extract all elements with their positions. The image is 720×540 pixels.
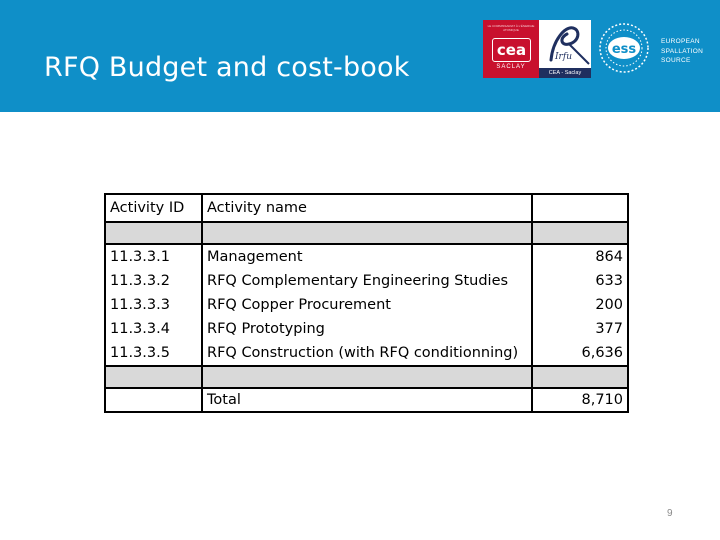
activity-id-cell: 11.3.3.5	[104, 341, 203, 367]
ess-word: SOURCE	[661, 57, 691, 64]
activity-id-cell: 11.3.3.1	[104, 243, 203, 269]
irfu-swoosh-icon	[549, 26, 590, 65]
activity-id-cell: 11.3.3.2	[104, 269, 203, 293]
total-label: Total	[201, 387, 533, 413]
slide-header: RFQ Budget and cost-book LE COMMISSARIAT…	[0, 0, 720, 112]
cea-saclay-label: SACLAY	[496, 64, 526, 70]
irfu-logo: Irfu CEA - Saclay	[539, 20, 591, 78]
ess-logo-icon: ess	[599, 23, 649, 73]
activity-name-cell: RFQ Prototyping	[201, 317, 533, 341]
table-row: 11.3.3.4 RFQ Prototyping 377	[104, 317, 629, 341]
budget-table: Activity ID Activity name 11.3.3.1 Manag…	[104, 193, 629, 413]
cea-tagline: LE COMMISSARIAT À L'ÉNERGIE ATOMIQUE	[487, 24, 535, 32]
ess-word: SPALLATION	[661, 47, 704, 55]
table-row: 11.3.3.2 RFQ Complementary Engineering S…	[104, 269, 629, 293]
activity-value-cell: 633	[531, 269, 629, 293]
activity-name-cell: RFQ Complementary Engineering Studies	[201, 269, 533, 293]
irfu-band-label: CEA - Saclay	[539, 68, 591, 78]
column-header-activity-id: Activity ID	[104, 193, 203, 223]
total-value: 8,710	[531, 387, 629, 413]
activity-name-cell: RFQ Copper Procurement	[201, 293, 533, 317]
table-row: 11.3.3.5 RFQ Construction (with RFQ cond…	[104, 341, 629, 367]
spacer-row	[104, 221, 629, 245]
activity-id-cell: 11.3.3.4	[104, 317, 203, 341]
table-row: 11.3.3.3 RFQ Copper Procurement 200	[104, 293, 629, 317]
table-row: 11.3.3.1 Management 864	[104, 243, 629, 269]
activity-name-cell: Management	[201, 243, 533, 269]
activity-value-cell: 864	[531, 243, 629, 269]
column-header-value	[531, 193, 629, 223]
activity-name-cell: RFQ Construction (with RFQ conditionning…	[201, 341, 533, 367]
table-header-row: Activity ID Activity name	[104, 193, 629, 223]
ess-word: EUROPEAN	[661, 38, 700, 45]
ess-wordmark: EUROPEAN SPALLATION SOURCE	[661, 37, 703, 66]
ess-mark: ess	[612, 42, 637, 57]
cea-saclay-logo: LE COMMISSARIAT À L'ÉNERGIE ATOMIQUE cea…	[483, 20, 539, 78]
irfu-script: Irfu	[555, 52, 572, 62]
activity-value-cell: 200	[531, 293, 629, 317]
cea-wordmark: cea	[492, 38, 531, 62]
page-number: 9	[667, 508, 673, 519]
activity-value-cell: 377	[531, 317, 629, 341]
activity-id-cell: 11.3.3.3	[104, 293, 203, 317]
slide-title: RFQ Budget and cost-book	[44, 52, 410, 83]
column-header-activity-name: Activity name	[201, 193, 533, 223]
spacer-row	[104, 365, 629, 389]
total-row: Total 8,710	[104, 387, 629, 413]
activity-value-cell: 6,636	[531, 341, 629, 367]
